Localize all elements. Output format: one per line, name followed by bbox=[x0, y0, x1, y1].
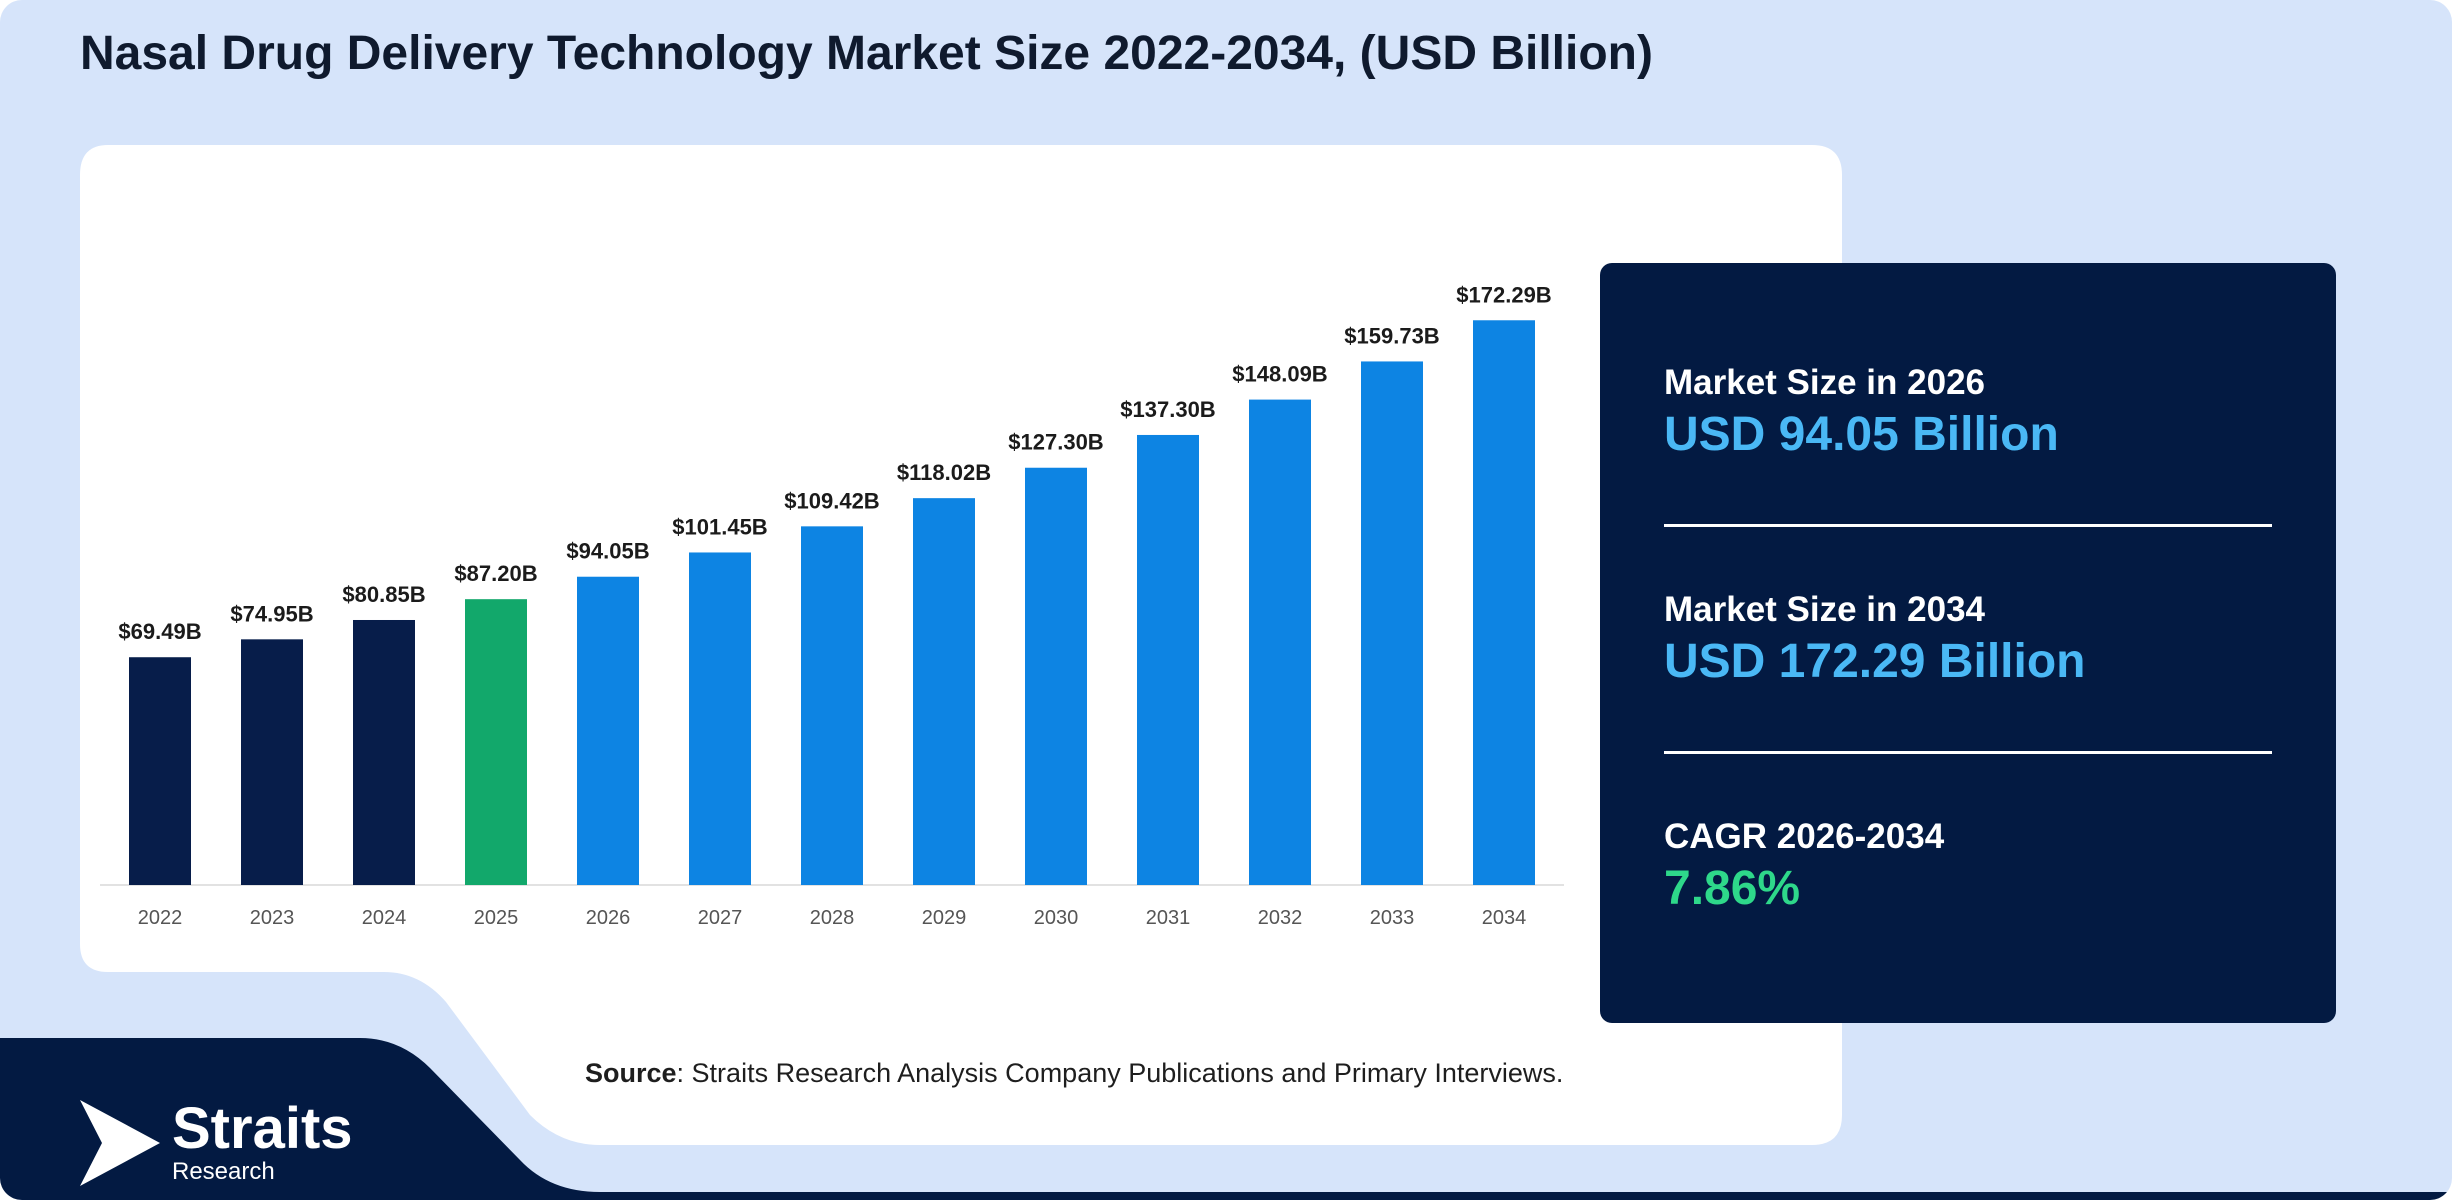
bar-2031 bbox=[1137, 434, 1199, 885]
tick-label-2030: 2030 bbox=[1034, 907, 1079, 929]
source-text: : Straits Research Analysis Company Publ… bbox=[676, 1058, 1564, 1088]
chart-svg: $69.49B 2022 $74.95B 2023 $80.85B 2024 $87.20B… bbox=[100, 282, 1564, 929]
straits-arrow-icon bbox=[80, 1100, 160, 1186]
stat-cagr-value: 7.86% bbox=[1664, 862, 1801, 915]
stat-2026-label: Market Size in 2026 bbox=[1664, 363, 1985, 402]
straits-logo: Straits Research bbox=[80, 1100, 400, 1190]
bar-2028 bbox=[801, 526, 863, 885]
tick-label-2034: 2034 bbox=[1482, 907, 1527, 929]
stat-2026: Market Size in 2026 USD 94.05 Billion bbox=[1664, 363, 2059, 462]
logo-name: Straits bbox=[172, 1096, 353, 1161]
stat-2034: Market Size in 2034 USD 172.29 Billion bbox=[1664, 590, 2085, 689]
tick-label-2033: 2033 bbox=[1370, 907, 1415, 929]
tick-label-2024: 2024 bbox=[362, 907, 407, 929]
data-label-2032: $148.09B bbox=[1232, 362, 1327, 387]
data-label-2028: $109.42B bbox=[784, 488, 879, 513]
bar-2030 bbox=[1025, 467, 1087, 885]
data-label-2023: $74.95B bbox=[230, 601, 313, 626]
stat-2026-value: USD 94.05 Billion bbox=[1664, 408, 2059, 461]
tick-label-2029: 2029 bbox=[922, 907, 967, 929]
stat-2034-value: USD 172.29 Billion bbox=[1664, 635, 2086, 688]
data-label-2027: $101.45B bbox=[672, 514, 767, 539]
tick-label-2025: 2025 bbox=[474, 907, 519, 929]
bar-2033 bbox=[1361, 361, 1423, 885]
tick-label-2031: 2031 bbox=[1146, 907, 1191, 929]
bar-2024 bbox=[353, 619, 415, 885]
tick-label-2023: 2023 bbox=[250, 907, 295, 929]
tick-label-2022: 2022 bbox=[138, 907, 183, 929]
bar-2022 bbox=[129, 657, 191, 885]
data-label-2024: $80.85B bbox=[342, 582, 425, 607]
data-label-2031: $137.30B bbox=[1120, 397, 1215, 422]
stat-cagr: CAGR 2026-2034 7.86% bbox=[1664, 817, 1944, 916]
tick-label-2032: 2032 bbox=[1258, 907, 1303, 929]
bar-2027 bbox=[689, 552, 751, 885]
bar-2032 bbox=[1249, 399, 1311, 885]
bar-chart: $69.49B 2022 $74.95B 2023 $80.85B 2024 $87.20B… bbox=[80, 145, 1580, 945]
tick-label-2027: 2027 bbox=[698, 907, 743, 929]
stat-divider bbox=[1664, 524, 2272, 527]
data-label-2025: $87.20B bbox=[454, 561, 537, 586]
stat-cagr-label: CAGR 2026-2034 bbox=[1664, 817, 1945, 856]
tick-label-2026: 2026 bbox=[586, 907, 631, 929]
data-label-2033: $159.73B bbox=[1344, 323, 1439, 348]
bar-2026 bbox=[577, 576, 639, 885]
footer-band bbox=[0, 1038, 2452, 1200]
data-label-2022: $69.49B bbox=[118, 619, 201, 644]
data-label-2030: $127.30B bbox=[1008, 430, 1103, 455]
logo-sub: Research bbox=[172, 1158, 275, 1185]
data-label-2029: $118.02B bbox=[897, 460, 991, 485]
bar-2029 bbox=[913, 498, 975, 885]
bar-2034 bbox=[1473, 320, 1535, 885]
bar-2023 bbox=[241, 639, 303, 885]
bar-2025 bbox=[465, 599, 527, 885]
data-label-2034: $172.29B bbox=[1456, 282, 1551, 307]
stat-divider bbox=[1664, 751, 2272, 754]
data-label-2026: $94.05B bbox=[566, 539, 649, 564]
tick-label-2028: 2028 bbox=[810, 907, 855, 929]
stats-panel: Market Size in 2026 USD 94.05 Billion Ma… bbox=[1600, 263, 2336, 1023]
source-note: Source: Straits Research Analysis Compan… bbox=[585, 1058, 1563, 1089]
stat-2034-label: Market Size in 2034 bbox=[1664, 590, 1985, 629]
source-label: Source bbox=[585, 1058, 677, 1088]
page-title: Nasal Drug Delivery Technology Market Si… bbox=[80, 27, 1653, 80]
